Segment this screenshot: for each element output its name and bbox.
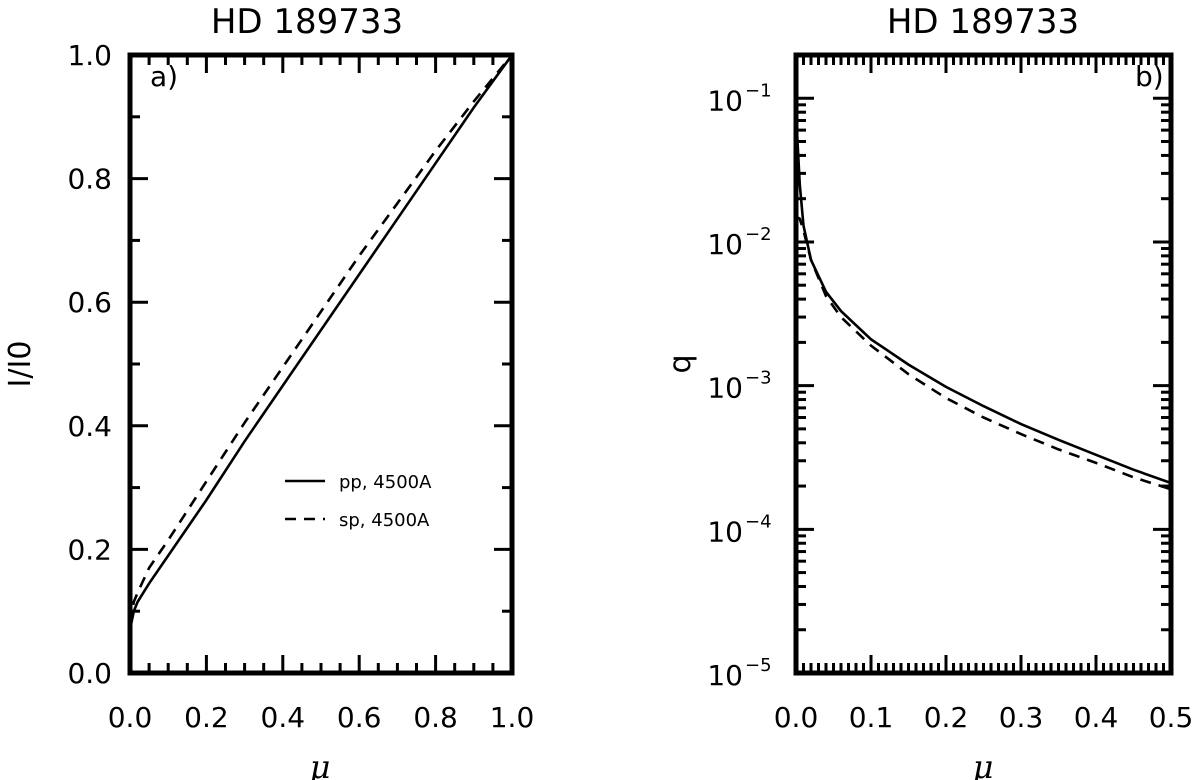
panel-b-curves bbox=[794, 104, 1172, 491]
x-tick-label: 0.3 bbox=[999, 701, 1044, 734]
x-tick-label: 0.6 bbox=[337, 701, 382, 734]
y-tick-label: 0.0 bbox=[67, 657, 112, 690]
panel-b-x-tick-labels: 0.0 0.1 0.2 0.3 0.4 0.5 bbox=[774, 701, 1194, 734]
y-tick-label: 10 bbox=[707, 228, 743, 261]
x-tick-label: 0.0 bbox=[108, 701, 153, 734]
y-tick-label: 10 bbox=[707, 84, 743, 117]
y-tick-label: 0.6 bbox=[67, 286, 112, 319]
panel-b-tag: b) bbox=[1135, 60, 1164, 93]
panel-b: HD 189733 0.0 0.1 0.2 0.3 0.4 0.5 10 −110 −210−… bbox=[663, 2, 1193, 780]
x-tick-label: 0.2 bbox=[184, 701, 229, 734]
x-tick-label: 0.5 bbox=[1149, 701, 1194, 734]
series-line-sp bbox=[128, 54, 514, 624]
x-tick-label: 0.4 bbox=[1074, 701, 1119, 734]
series-line-pp bbox=[794, 104, 1172, 485]
y-tick-exponent: −3 bbox=[745, 368, 772, 389]
y-tick-exponent: −4 bbox=[745, 511, 772, 532]
x-tick-label: 0.2 bbox=[924, 701, 969, 734]
series-line-pp bbox=[128, 54, 514, 630]
y-tick-exponent: −2 bbox=[745, 224, 772, 245]
panel-b-x-axis-label: μ bbox=[973, 748, 994, 780]
x-tick-label: 0.0 bbox=[774, 701, 819, 734]
panel-a-frame bbox=[127, 52, 515, 676]
panel-a-x-tick-labels: 0.0 0.2 0.4 0.6 0.8 1.0 bbox=[108, 701, 535, 734]
panel-b-y-axis-label: q bbox=[663, 354, 698, 373]
legend: pp, 4500A sp, 4500A bbox=[285, 472, 432, 531]
y-tick-label: 0.8 bbox=[67, 163, 112, 196]
panel-a-title: HD 189733 bbox=[211, 2, 403, 42]
panel-a-y-tick-labels: 0.0 0.2 0.4 0.6 0.8 1.0 bbox=[67, 39, 112, 690]
y-tick-label: 0.4 bbox=[67, 410, 112, 443]
panel-b-ticks bbox=[794, 53, 1173, 675]
x-tick-label: 0.8 bbox=[413, 701, 458, 734]
y-tick-label: 0.2 bbox=[67, 533, 112, 566]
panel-a-x-axis-label: μ bbox=[310, 748, 331, 780]
y-tick-label: 1.0 bbox=[67, 39, 112, 72]
y-tick-label: 10 bbox=[707, 659, 743, 692]
panel-a-tag: a) bbox=[150, 60, 178, 93]
x-tick-label: 1.0 bbox=[490, 701, 535, 734]
y-tick-exponent: −5 bbox=[745, 655, 772, 676]
y-tick-exponent: −1 bbox=[745, 80, 772, 101]
panel-a: HD 189733 0.0 0.2 0.4 0.6 0.8 1.0 0.00.20.40.… bbox=[3, 2, 534, 780]
y-tick-label: 10 bbox=[707, 515, 743, 548]
series-line-sp bbox=[795, 215, 1172, 491]
x-tick-label: 0.1 bbox=[849, 701, 894, 734]
panel-a-curves bbox=[128, 54, 514, 630]
y-tick-label: 10 bbox=[707, 372, 743, 405]
x-tick-label: 0.4 bbox=[261, 701, 306, 734]
panel-b-y-tick-labels: 10−110−210−310−410−5 bbox=[707, 80, 771, 692]
panel-a-ticks bbox=[128, 53, 514, 675]
panel-a-y-axis-label: I/I0 bbox=[3, 341, 38, 388]
legend-entry-sp: sp, 4500A bbox=[339, 510, 430, 531]
panel-b-frame bbox=[793, 52, 1174, 676]
legend-entry-pp: pp, 4500A bbox=[339, 472, 432, 493]
panel-b-title: HD 189733 bbox=[887, 2, 1079, 42]
